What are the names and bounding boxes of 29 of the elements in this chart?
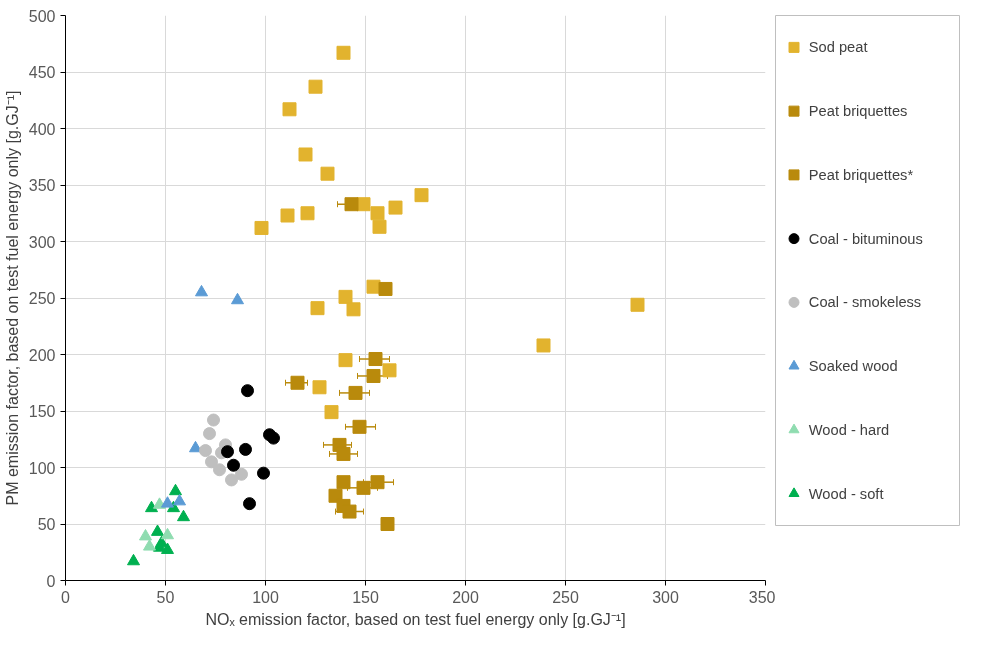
y-tick-label: 200 xyxy=(28,346,56,364)
y-tick-label: 150 xyxy=(28,403,56,420)
legend-label: Coal - bituminous xyxy=(808,230,923,247)
y-tick-label: 50 xyxy=(37,516,56,533)
x-tick-label: 300 xyxy=(652,588,679,606)
x-tick-label: 350 xyxy=(748,588,776,606)
x-tick-label: 150 xyxy=(352,588,379,606)
x-tick-label: 100 xyxy=(252,588,279,606)
y-tick-label: 350 xyxy=(28,177,56,194)
legend-label: Coal - smokeless xyxy=(808,294,922,311)
legend-label: Wood - hard xyxy=(808,421,890,438)
x-tick-label: 200 xyxy=(452,588,479,606)
x-tick-label: 250 xyxy=(552,588,579,606)
y-axis-title: PM emission factor, based on test fuel energy only [g.GJ⁻¹] xyxy=(3,90,21,506)
y-tick-label: 400 xyxy=(28,120,56,138)
x-axis-title: NOₓ emission factor, based on test fuel energy only [g.GJ⁻¹] xyxy=(205,610,626,628)
y-tick-label: 250 xyxy=(28,290,56,307)
x-tick-label: 50 xyxy=(156,588,175,606)
y-tick-label: 100 xyxy=(28,459,56,477)
legend-label: Sod peat xyxy=(808,39,868,56)
y-tick-label: 450 xyxy=(28,64,56,81)
legend-label: Peat briquettes* xyxy=(808,166,914,183)
x-tick-label: 0 xyxy=(61,588,71,606)
legend-label: Peat briquettes xyxy=(808,103,908,120)
y-tick-label: 500 xyxy=(28,7,56,25)
y-tick-label: 0 xyxy=(46,572,56,590)
legend-label: Soaked wood xyxy=(808,358,898,375)
legend-label: Wood - soft xyxy=(808,485,884,502)
y-tick-label: 300 xyxy=(28,233,56,251)
